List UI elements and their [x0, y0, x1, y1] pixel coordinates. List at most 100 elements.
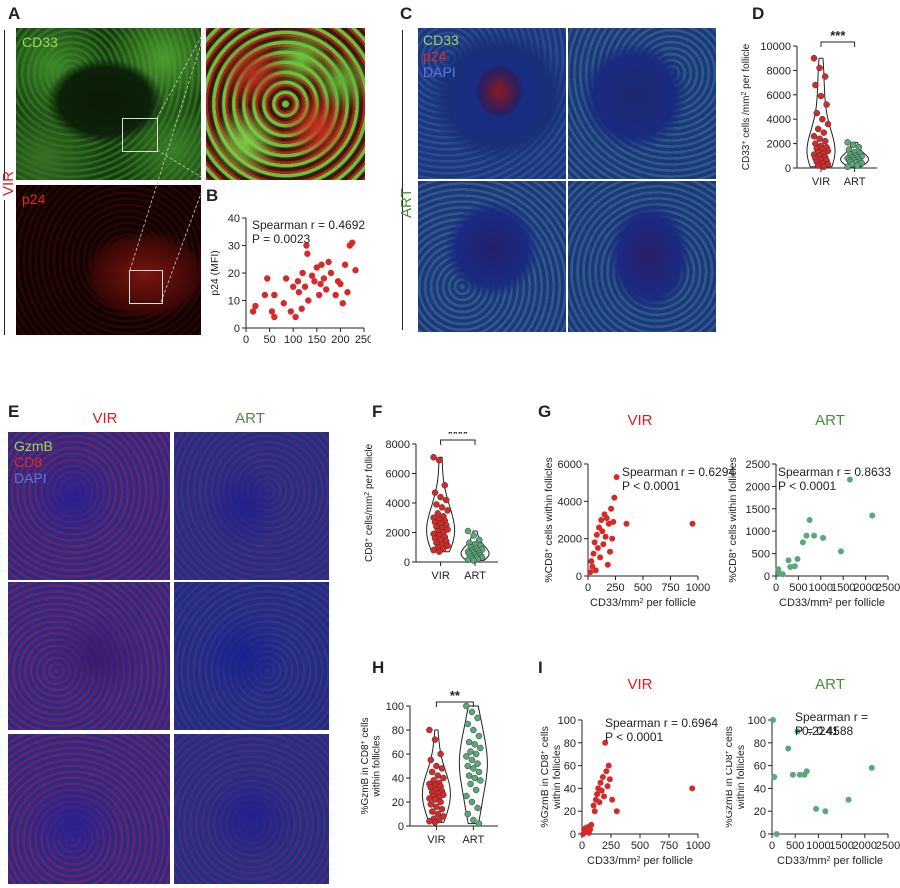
data-point	[607, 548, 613, 555]
data-point	[468, 756, 476, 764]
data-point	[249, 308, 257, 315]
data-point	[609, 796, 616, 803]
data-point	[819, 115, 826, 123]
x-tick-label: 1000	[806, 840, 830, 852]
data-point	[311, 278, 318, 285]
panel-g-vir-title: VIR	[627, 412, 653, 429]
data-point	[323, 286, 330, 293]
x-tick-label: 250	[602, 840, 620, 852]
data-point	[773, 831, 780, 837]
x-tick-label: ART	[464, 570, 486, 582]
y-axis-label: p24 (MFI)	[209, 250, 221, 296]
panel-e-col-vir: VIR	[92, 410, 118, 427]
data-point	[470, 726, 477, 734]
data-point	[594, 791, 601, 798]
y-tick-label: 60	[564, 761, 576, 773]
panel-letter-b: B	[206, 186, 219, 205]
data-point	[596, 799, 603, 806]
vir-bracket-line	[4, 200, 5, 335]
data-point	[349, 239, 356, 246]
data-point	[602, 533, 609, 540]
data-point	[428, 808, 436, 815]
data-point	[434, 772, 442, 779]
y-tick-label: 0	[398, 821, 404, 833]
data-point	[440, 813, 447, 820]
data-point	[604, 783, 611, 790]
art-bracket-line	[402, 30, 403, 330]
y-tick-label: 6000	[767, 90, 791, 102]
data-point	[813, 109, 821, 117]
y-tick-label: 60	[754, 761, 766, 773]
data-point	[442, 496, 450, 504]
data-point	[320, 275, 328, 282]
chart-h: 0 20 40 60 80 100 VIR ART ** %GzmB in CD8+ cellsw…	[360, 690, 498, 846]
x-tick-label: 2000	[853, 840, 877, 852]
data-point	[464, 556, 472, 564]
data-point	[609, 535, 616, 542]
data-point	[837, 548, 844, 555]
data-point	[318, 261, 325, 268]
y-tick-label: 500	[752, 549, 770, 561]
data-point	[282, 275, 290, 282]
y-tick-label: 100	[558, 715, 576, 727]
data-point	[611, 494, 618, 501]
y-tick-label: 40	[392, 773, 404, 785]
data-point	[427, 801, 435, 808]
e-micrograph-art-2	[174, 582, 329, 730]
x-tick-label: 200	[331, 334, 349, 346]
data-point	[434, 810, 442, 818]
panel-g-art-stat-r: Spearman r = 0.8633	[778, 465, 892, 479]
data-point	[477, 777, 484, 784]
p24-micrograph: p24	[16, 185, 201, 335]
panel-letter-e: E	[8, 402, 20, 421]
x-tick-label: ART	[844, 176, 866, 188]
y-tick-label: 40	[754, 783, 766, 795]
data-point	[464, 810, 472, 818]
art-micrograph-1: CD33 p24 DAPI	[418, 28, 566, 179]
data-point	[854, 162, 861, 169]
data-point	[471, 774, 479, 782]
violin-outline	[460, 530, 490, 561]
x-tick-label: 750	[661, 582, 679, 594]
data-point	[588, 558, 595, 565]
art-micrograph-2	[568, 28, 716, 179]
data-point	[301, 283, 309, 290]
data-point	[610, 518, 617, 525]
data-point	[816, 64, 823, 72]
data-point	[475, 768, 483, 776]
data-point	[588, 821, 595, 828]
data-point	[599, 528, 606, 535]
x-tick-label: 0	[579, 840, 585, 852]
data-point	[814, 162, 822, 169]
data-point	[468, 798, 476, 806]
x-tick-label: 750	[660, 840, 678, 852]
data-point	[437, 493, 444, 501]
y-axis-label: CD33+ cells /mm2 per follicle	[741, 43, 753, 170]
y-tick-label: 2000	[746, 481, 770, 493]
chart-f: 0 2000 4000 6000 8000 VIR ART **** CD8+ cells/mm…	[364, 432, 498, 582]
x-tick-label: 0	[585, 582, 591, 594]
violin-outline	[806, 57, 836, 168]
significance-bracket	[440, 439, 476, 445]
data-point	[601, 793, 608, 800]
panel-letter-c: C	[400, 4, 413, 23]
data-point	[433, 762, 440, 770]
data-point	[435, 548, 443, 555]
vir-bracket-line	[4, 30, 5, 180]
violin-outline	[421, 729, 451, 823]
data-point	[823, 101, 830, 108]
y-tick-label: 20	[754, 806, 766, 818]
art-micrograph-3	[418, 181, 566, 332]
x-tick-label: 50	[263, 334, 275, 346]
x-tick-label: ART	[462, 834, 484, 846]
data-point	[426, 817, 433, 825]
x-tick-label: 250	[606, 582, 624, 594]
data-point	[591, 808, 598, 815]
data-point	[816, 135, 823, 142]
data-point	[271, 313, 278, 321]
data-point	[464, 720, 472, 728]
data-point	[606, 776, 613, 783]
x-tick-label: VIR	[812, 176, 830, 188]
panel-c-row-label: ART	[398, 188, 415, 218]
